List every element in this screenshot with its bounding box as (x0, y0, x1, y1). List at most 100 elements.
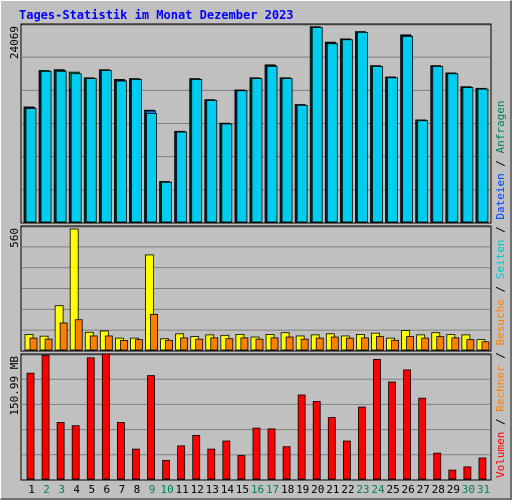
legend-sep: / (494, 153, 507, 173)
bar-volumen-day-20 (312, 401, 321, 480)
bar-volumen-day-12 (192, 434, 201, 480)
bar-seiten-day-12 (191, 79, 203, 223)
bar-seiten-day-18 (281, 78, 293, 223)
x-tick-label: 28 (432, 483, 445, 496)
x-tick-label: 17 (266, 483, 279, 496)
x-tick-label: 27 (417, 483, 430, 496)
bar-rechner-day-12 (195, 338, 204, 351)
x-tick-label: 2 (43, 483, 50, 496)
bar-rechner-day-2 (44, 338, 53, 351)
bar-volumen-day-17 (267, 428, 276, 480)
bar-volumen-day-16 (252, 427, 261, 480)
bar-rechner-day-21 (330, 336, 339, 351)
bar-seiten-day-3 (55, 70, 67, 223)
x-tick-label: 7 (119, 483, 126, 496)
bar-besuche-day-4 (69, 228, 79, 351)
bar-rechner-day-5 (89, 335, 98, 351)
bar-rechner-day-11 (180, 337, 189, 351)
x-tick-label: 8 (134, 483, 141, 496)
bar-rechner-day-23 (361, 337, 369, 351)
bar-seiten-day-1 (25, 108, 37, 223)
bar-rechner-day-28 (436, 336, 445, 351)
bar-volumen-day-22 (342, 440, 351, 480)
bar-seiten-day-24 (372, 66, 383, 223)
bar-volumen-day-18 (282, 446, 291, 480)
bar-rechner-day-30 (466, 339, 475, 351)
bar-seiten-day-8 (131, 79, 142, 223)
bar-rechner-day-3 (59, 322, 68, 351)
bar-seiten-day-7 (115, 80, 127, 223)
x-tick-label: 6 (104, 483, 111, 496)
bar-volumen-day-1 (26, 372, 35, 480)
x-tick-label: 4 (73, 483, 80, 496)
x-tick-label: 31 (477, 483, 490, 496)
bar-volumen-day-23 (358, 406, 366, 480)
bar-volumen-day-31 (478, 457, 487, 480)
bar-seiten-day-28 (432, 66, 444, 223)
x-tick-label: 22 (341, 483, 354, 496)
y-max-label: 560 (8, 228, 21, 248)
x-tick-label: 15 (236, 483, 249, 496)
bar-seiten-day-15 (236, 90, 248, 223)
bar-seiten-day-25 (387, 77, 398, 223)
bar-rechner-day-7 (119, 340, 128, 351)
x-tick-label: 24 (371, 483, 385, 496)
bar-volumen-day-27 (418, 397, 427, 480)
bar-seiten-day-26 (402, 36, 414, 223)
x-tick-label: 3 (58, 483, 65, 496)
bar-rechner-day-10 (165, 339, 173, 351)
legend-besuche: Besuche (494, 299, 507, 345)
x-tick-label: 29 (447, 483, 460, 496)
bar-volumen-day-13 (207, 448, 216, 480)
x-tick-label: 26 (402, 483, 415, 496)
x-tick-label: 12 (191, 483, 204, 496)
bar-rechner-day-8 (135, 339, 143, 351)
legend-sep: / (494, 346, 507, 366)
bar-volumen-day-30 (463, 466, 472, 480)
x-tick-label: 10 (160, 483, 173, 496)
y-max-label: 150.99 MB (8, 356, 21, 416)
bar-volumen-day-6 (101, 353, 110, 480)
bar-volumen-day-24 (373, 359, 381, 480)
bar-volumen-day-21 (327, 417, 336, 480)
x-tick-label: 1 (28, 483, 35, 496)
bar-seiten-day-21 (326, 43, 338, 223)
bar-seiten-day-2 (40, 70, 52, 223)
bar-rechner-day-13 (210, 337, 219, 351)
x-tick-label: 21 (326, 483, 339, 496)
x-tick-label: 20 (311, 483, 324, 496)
x-tick-label: 25 (386, 483, 399, 496)
bar-volumen-day-2 (41, 354, 50, 480)
x-tick-label: 18 (281, 483, 294, 496)
bar-seiten-day-13 (206, 100, 218, 223)
bar-volumen-day-9 (147, 375, 155, 480)
x-tick-label: 9 (149, 483, 156, 496)
bar-seiten-day-31 (477, 88, 489, 223)
bar-rechner-day-17 (270, 337, 279, 351)
bar-volumen-day-15 (237, 455, 246, 480)
bar-rechner-day-24 (376, 336, 384, 351)
bar-volumen-day-10 (162, 460, 170, 480)
bar-rechner-day-14 (225, 338, 234, 351)
x-tick-label: 5 (88, 483, 95, 496)
legend-seiten: Seiten (494, 240, 507, 280)
bar-rechner-day-25 (391, 339, 399, 351)
x-tick-label: 30 (462, 483, 475, 496)
legend-sep: / (494, 279, 507, 299)
bar-seiten-day-14 (221, 123, 233, 223)
bar-rechner-day-27 (421, 337, 430, 351)
bar-rechner-day-1 (29, 337, 38, 351)
bar-seiten-day-27 (417, 120, 429, 223)
bar-volumen-day-19 (297, 394, 306, 480)
bar-rechner-day-9 (150, 313, 158, 351)
legend-rechner: Rechner (494, 365, 507, 412)
bar-seiten-day-30 (462, 87, 474, 223)
legend-dateien: Dateien (494, 173, 507, 219)
bar-volumen-day-26 (403, 369, 412, 480)
legend-volumen: Volumen (494, 432, 507, 478)
x-tick-label: 16 (251, 483, 264, 496)
bar-seiten-day-19 (296, 104, 308, 223)
bar-seiten-day-4 (70, 73, 82, 223)
bar-besuche-day-9 (145, 254, 154, 351)
